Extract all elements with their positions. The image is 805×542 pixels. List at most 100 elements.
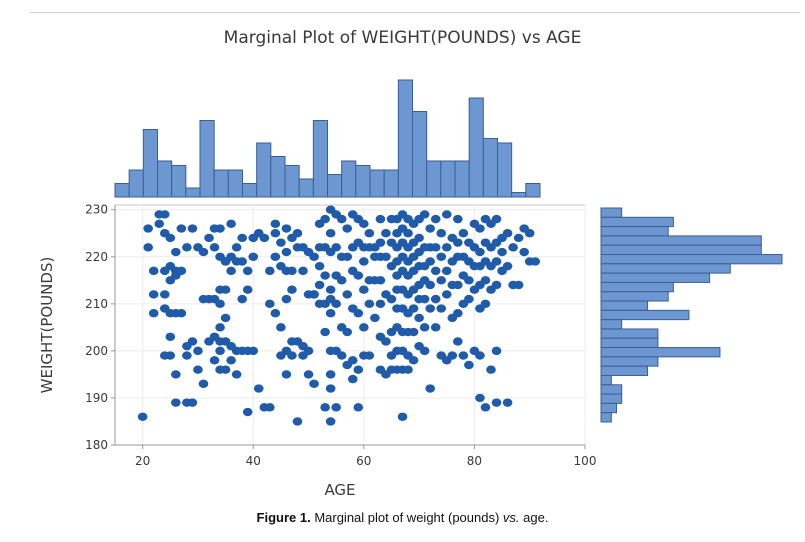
y-tick-label: 190 (85, 391, 108, 405)
data-point (480, 299, 491, 309)
data-point (359, 323, 369, 332)
data-point (419, 323, 430, 332)
weight-hist-bar (600, 300, 649, 311)
data-point (198, 379, 209, 389)
data-point (458, 351, 469, 360)
age-hist-bar (341, 160, 357, 198)
data-point (464, 276, 474, 285)
data-point (331, 299, 341, 309)
data-point (513, 233, 524, 243)
data-point (458, 229, 469, 238)
data-point (353, 365, 364, 374)
data-point (226, 219, 236, 229)
data-point (491, 398, 502, 407)
data-point (353, 271, 364, 280)
data-point (281, 294, 292, 304)
y-axis-label: WEIGHT(POUNDS) (38, 257, 56, 394)
age-hist-bar (426, 160, 442, 198)
age-hist-bar (298, 178, 314, 198)
data-point (159, 210, 170, 219)
data-point (143, 224, 153, 233)
age-hist-bar (497, 142, 513, 198)
data-point (370, 313, 380, 323)
x-tick-label: 80 (467, 454, 482, 468)
data-point (342, 252, 353, 261)
weight-hist-bar (600, 235, 762, 246)
data-point (430, 266, 441, 276)
weight-hist-bar (600, 309, 690, 321)
weight-hist-bar (600, 402, 618, 414)
data-point (475, 393, 485, 403)
data-point (270, 219, 281, 229)
data-point (187, 398, 198, 407)
data-point (441, 290, 452, 299)
data-point (375, 276, 386, 285)
figure-caption: Figure 1. Marginal plot of weight (pound… (0, 510, 805, 525)
age-hist-bar (128, 169, 144, 198)
x-tick-label: 40 (246, 454, 261, 468)
data-point (242, 285, 253, 294)
data-point (480, 276, 491, 285)
data-point (159, 290, 170, 299)
data-point (303, 370, 314, 379)
data-point (530, 257, 541, 266)
data-point (464, 360, 474, 370)
data-point (425, 304, 435, 313)
data-point (386, 294, 397, 304)
data-point (242, 407, 253, 417)
data-point (364, 229, 375, 238)
data-point (309, 252, 319, 261)
age-hist-bar (482, 138, 499, 198)
data-point (441, 266, 452, 276)
age-histogram (114, 79, 541, 198)
data-point (148, 290, 159, 299)
data-point (165, 332, 176, 341)
data-point (430, 243, 441, 252)
age-hist-bar (412, 111, 428, 198)
data-point (320, 271, 330, 280)
top-divider (30, 12, 800, 13)
data-point (226, 356, 236, 365)
data-point (331, 243, 341, 252)
data-point (209, 243, 220, 252)
data-point (253, 384, 264, 393)
y-tick-label: 180 (85, 438, 108, 452)
age-hist-bar (511, 192, 527, 198)
data-point (502, 229, 513, 238)
data-point (204, 233, 214, 243)
age-hist-bar (454, 160, 470, 198)
data-point (375, 238, 386, 247)
weight-hist-bar (600, 244, 762, 256)
data-point (436, 229, 447, 238)
data-point (325, 285, 336, 294)
data-point (342, 224, 353, 233)
data-point (287, 266, 297, 276)
data-point (325, 384, 336, 393)
data-point (425, 280, 435, 290)
data-point (320, 214, 330, 224)
data-point (403, 229, 413, 238)
data-point (237, 294, 247, 304)
data-point (353, 309, 364, 318)
data-point (242, 266, 253, 276)
data-point (491, 257, 502, 266)
data-point (441, 210, 452, 219)
age-hist-bar (397, 79, 414, 198)
data-point (453, 214, 463, 224)
data-point (419, 294, 430, 304)
weight-hist-bar (600, 393, 623, 404)
data-point (193, 365, 203, 374)
age-hist-bar (242, 183, 258, 198)
data-point (436, 276, 447, 285)
weight-hist-bar (600, 254, 783, 265)
data-point (524, 229, 535, 238)
data-point (441, 243, 452, 252)
age-hist-bar (327, 174, 343, 198)
data-point (276, 323, 286, 332)
data-point (347, 374, 358, 384)
data-point (419, 346, 430, 356)
data-point (419, 210, 430, 219)
data-point (425, 224, 435, 233)
data-point (336, 214, 347, 224)
data-point (464, 294, 474, 304)
